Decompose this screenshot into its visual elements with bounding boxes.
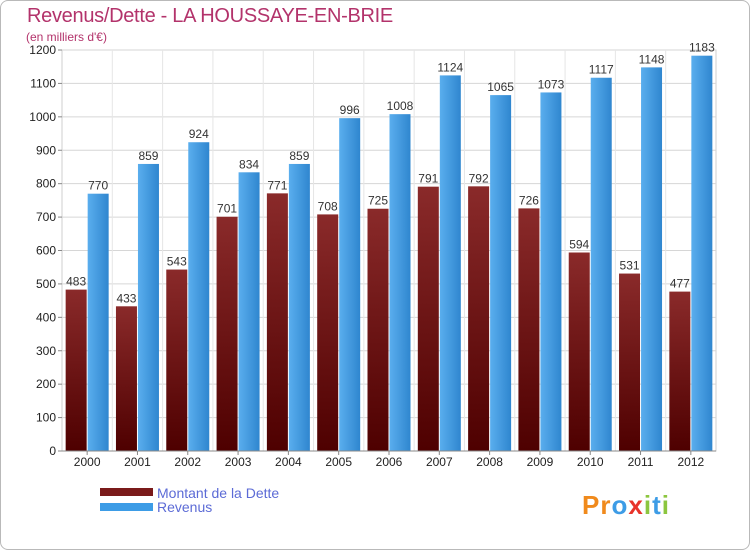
bar-debt (518, 208, 540, 451)
bar-debt-value-label: 483 (66, 275, 86, 289)
bar-debt-value-label: 792 (469, 171, 489, 185)
bar-debt (669, 291, 691, 451)
logo-letter: r (600, 490, 612, 520)
y-tick-label: 0 (49, 444, 56, 458)
bar-revenus (590, 77, 612, 451)
bar-revenus (540, 92, 562, 452)
bar-revenus (288, 163, 310, 451)
bar-debt (266, 193, 288, 452)
y-tick-label: 800 (36, 177, 56, 191)
bar-revenus (641, 67, 663, 452)
bar-revenus-value-label: 1117 (589, 63, 614, 77)
bar-revenus-value-label: 1124 (437, 60, 463, 74)
x-tick-label: 2004 (275, 455, 302, 469)
bar-revenus (339, 118, 361, 452)
legend-swatch-debt (100, 488, 153, 496)
y-tick-label: 200 (36, 377, 56, 391)
x-tick-label: 2006 (376, 455, 403, 469)
bar-debt (317, 214, 339, 451)
bar-revenus (389, 114, 411, 451)
legend-label-debt: Montant de la Dette (157, 485, 280, 501)
bar-revenus-value-label: 1148 (639, 52, 665, 66)
legend-label-revenus: Revenus (157, 499, 213, 515)
x-tick-label: 2000 (74, 455, 101, 469)
y-tick-label: 700 (36, 210, 56, 224)
x-tick-label: 2010 (577, 455, 604, 469)
bar-revenus-value-label: 770 (88, 179, 108, 193)
bar-revenus (439, 75, 461, 451)
y-tick-label: 1200 (29, 43, 56, 57)
bar-debt-value-label: 726 (519, 193, 539, 207)
x-tick-label: 2001 (124, 455, 151, 469)
y-tick-label: 1100 (30, 76, 56, 90)
chart-subtitle: (en milliers d'€) (26, 30, 107, 44)
bar-revenus-value-label: 834 (239, 157, 259, 171)
bar-debt-value-label: 701 (217, 202, 237, 216)
bar-debt-value-label: 708 (318, 199, 338, 213)
bar-debt-value-label: 594 (569, 238, 589, 252)
x-tick-label: 2005 (325, 455, 352, 469)
y-tick-label: 500 (36, 277, 56, 291)
x-tick-label: 2003 (225, 455, 252, 469)
bar-debt-value-label: 725 (368, 194, 388, 208)
y-tick-label: 100 (36, 411, 56, 425)
bar-revenus-value-label: 1073 (538, 77, 565, 91)
logo-letter: P (582, 490, 601, 520)
bar-revenus-value-label: 1065 (487, 80, 514, 94)
bar-revenus-value-label: 1008 (387, 99, 414, 113)
logo-letter: t (652, 490, 662, 520)
legend-swatch-revenus (100, 503, 153, 511)
bar-debt (568, 252, 590, 451)
bar-debt-value-label: 791 (418, 172, 438, 186)
bar-revenus-value-label: 859 (289, 149, 309, 163)
bar-debt (115, 306, 137, 451)
y-tick-label: 1000 (29, 110, 56, 124)
bar-revenus (490, 95, 512, 452)
chart-title: Revenus/Dette - LA HOUSSAYE-EN-BRIE (27, 5, 393, 27)
bar-revenus-value-label: 924 (189, 127, 209, 141)
logo-letter: o (611, 490, 629, 520)
bar-revenus (87, 193, 109, 452)
bar-debt-value-label: 433 (116, 291, 136, 305)
bar-debt (216, 216, 238, 451)
bar-debt (417, 186, 439, 451)
y-tick-label: 900 (36, 143, 56, 157)
x-tick-label: 2008 (476, 455, 503, 469)
bar-debt-value-label: 771 (267, 178, 287, 192)
bar-debt-value-label: 477 (670, 277, 690, 291)
bar-revenus (691, 55, 713, 451)
bar-debt (65, 289, 87, 451)
axis-layer: 0 100 200 300 400 500 600 700 800 900 1000 1100 1200… (29, 43, 716, 469)
x-tick-label: 2002 (174, 455, 201, 469)
y-tick-label: 300 (36, 344, 56, 358)
bars-layer (65, 55, 713, 452)
y-tick-label: 600 (36, 244, 56, 258)
x-tick-label: 2009 (527, 455, 554, 469)
x-tick-label: 2012 (677, 455, 704, 469)
bar-debt-value-label: 543 (167, 255, 187, 269)
logo-letter: i (643, 490, 653, 520)
bar-debt (468, 186, 490, 451)
proxiti-logo: Proxiti (582, 490, 670, 521)
bar-revenus-value-label: 1183 (689, 41, 715, 55)
bar-debt-value-label: 531 (620, 259, 640, 273)
logo-letter: i (661, 490, 670, 520)
x-tick-label: 2007 (426, 455, 453, 469)
y-tick-label: 400 (36, 310, 56, 324)
bar-debt (619, 273, 641, 451)
bar-revenus (137, 163, 159, 451)
bar-revenus-value-label: 859 (138, 149, 158, 163)
labels-layer: 483 770 433 859 543 924 701 834 771 859 708 996 725 1… (66, 41, 715, 306)
bar-revenus-value-label: 996 (340, 103, 360, 117)
bar-revenus (238, 172, 260, 451)
bar-debt (367, 208, 389, 451)
x-tick-label: 2011 (628, 455, 654, 469)
bar-revenus (188, 142, 210, 452)
logo-letter: x (628, 490, 644, 520)
bar-debt (166, 269, 188, 451)
